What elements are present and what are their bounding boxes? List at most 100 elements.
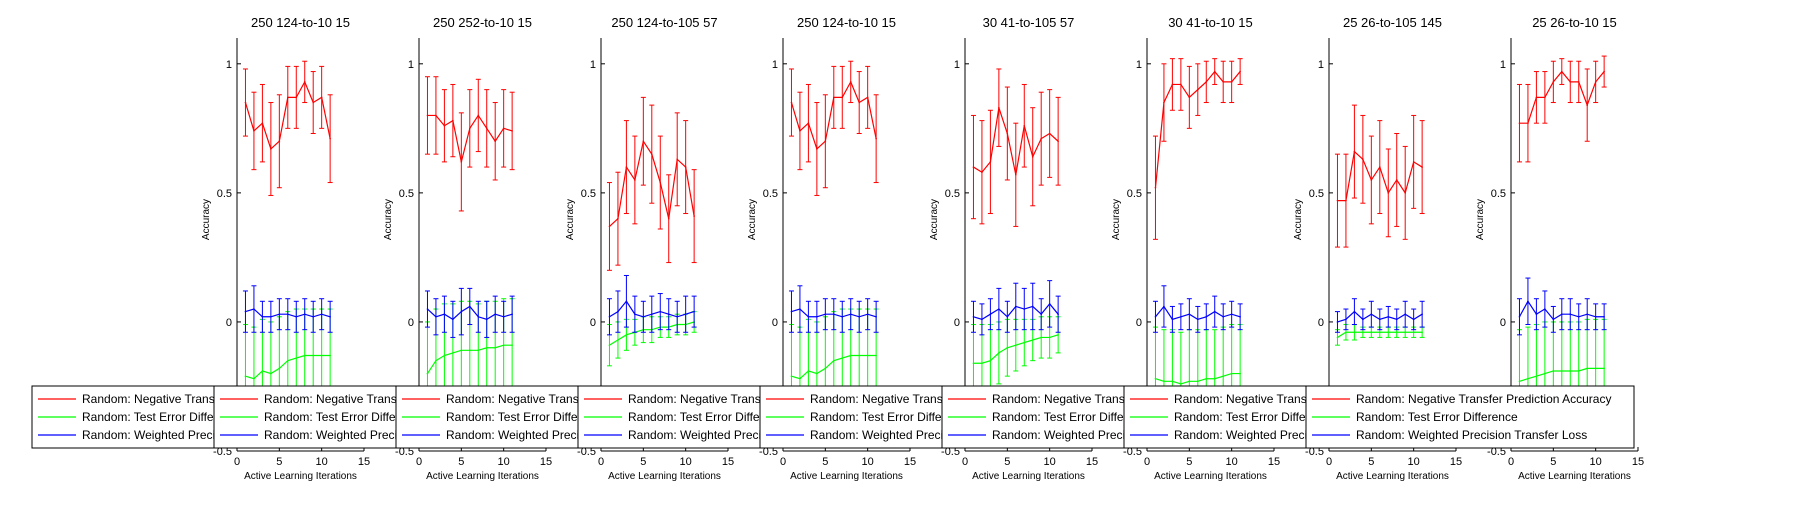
data-point: [1535, 96, 1538, 99]
data-point: [625, 300, 628, 303]
data-point: [1603, 70, 1605, 73]
data-point: [261, 315, 264, 318]
error-bar: [1559, 58, 1565, 85]
error-bar: [1055, 295, 1061, 333]
data-point: [617, 339, 619, 341]
x-tick-label: 5: [1186, 456, 1192, 468]
y-axis-label: Accuracy: [1293, 199, 1304, 240]
error-bar: [327, 300, 333, 333]
y-tick-label: -0.5: [1305, 446, 1324, 458]
data-point: [1213, 310, 1216, 313]
error-bar: [424, 290, 430, 328]
data-point: [824, 367, 827, 370]
data-point: [1404, 331, 1406, 334]
error-bar: [1178, 58, 1184, 111]
data-point: [1387, 315, 1390, 318]
series-3: [1516, 277, 1607, 336]
data-point: [1353, 331, 1356, 334]
data-point: [1421, 166, 1423, 168]
error-bar: [606, 182, 612, 271]
x-axis-label: Active Learning Iterations: [244, 471, 357, 482]
error-bar: [788, 68, 794, 137]
data-point: [426, 308, 429, 310]
data-point: [1362, 158, 1364, 161]
error-bar: [691, 295, 697, 328]
data-point: [790, 101, 793, 104]
error-bar: [640, 300, 646, 333]
y-tick-label: 0.5: [399, 188, 414, 200]
error-bar: [623, 120, 629, 215]
y-tick-label: 1: [772, 59, 778, 71]
data-point: [452, 119, 454, 122]
data-point: [278, 313, 281, 315]
legend-entry: Random: Test Error Difference: [264, 410, 426, 424]
error-bar: [1343, 308, 1349, 331]
error-bar: [1550, 305, 1556, 333]
error-bar: [839, 65, 845, 129]
data-point: [329, 315, 331, 318]
data-point: [1205, 315, 1208, 318]
error-bar: [484, 300, 490, 338]
data-point: [287, 96, 289, 99]
error-bar: [1601, 55, 1607, 88]
error-bar: [632, 295, 638, 333]
data-point: [1387, 192, 1390, 194]
data-point: [659, 181, 662, 184]
y-axis-label: Accuracy: [1475, 199, 1486, 240]
error-bar: [302, 60, 308, 104]
data-point: [676, 315, 678, 318]
error-bar: [293, 65, 299, 129]
error-bar: [1229, 60, 1235, 104]
data-point: [667, 313, 670, 315]
data-point: [1412, 318, 1415, 321]
data-point: [1552, 318, 1555, 321]
legend-entry: Random: Weighted Precision Transfer Loss: [810, 428, 1041, 442]
data-point: [1345, 199, 1347, 202]
data-point: [443, 124, 446, 127]
legend-entry: Random: Weighted Precision Transfer Loss: [1174, 428, 1405, 442]
x-tick-label: 15: [540, 456, 552, 468]
y-tick-label: 1: [590, 59, 596, 71]
data-point: [1154, 315, 1157, 318]
error-bar: [848, 298, 854, 331]
legend-entry: Random: Test Error Difference: [628, 410, 790, 424]
error-bar: [467, 89, 473, 168]
data-point: [866, 313, 869, 315]
data-point: [807, 370, 810, 372]
error-bar: [276, 94, 282, 189]
error-bar: [327, 94, 333, 184]
data-point: [287, 359, 289, 362]
data-point: [1395, 318, 1398, 321]
error-bar: [424, 76, 430, 155]
y-tick-label: -0.5: [1487, 446, 1506, 458]
data-point: [1057, 334, 1059, 336]
data-point: [1040, 336, 1042, 339]
data-point: [625, 166, 628, 168]
error-bar: [623, 274, 629, 328]
error-bar: [797, 285, 803, 333]
error-bar: [848, 60, 854, 104]
data-point: [1171, 83, 1174, 86]
data-point: [799, 377, 801, 380]
error-bar: [666, 298, 672, 331]
x-axis-label: Active Learning Iterations: [608, 471, 721, 482]
data-point: [485, 127, 488, 130]
data-point: [329, 137, 331, 140]
legend-box: [759, 385, 943, 449]
data-point: [799, 308, 801, 310]
error-bar: [1550, 60, 1556, 104]
error-bar: [1516, 298, 1522, 336]
legend-entry: Random: Test Error Difference: [810, 410, 972, 424]
error-bar: [666, 174, 672, 264]
legend-entry: Random: Weighted Precision Transfer Loss: [628, 428, 859, 442]
data-point: [494, 313, 497, 315]
error-bar: [1161, 63, 1167, 142]
data-point: [1345, 318, 1347, 321]
x-tick-label: 5: [640, 456, 646, 468]
error-bar: [310, 300, 316, 333]
data-point: [1353, 310, 1356, 313]
data-point: [295, 357, 298, 359]
error-bar: [276, 298, 282, 331]
data-point: [426, 372, 429, 375]
data-point: [1006, 346, 1009, 349]
